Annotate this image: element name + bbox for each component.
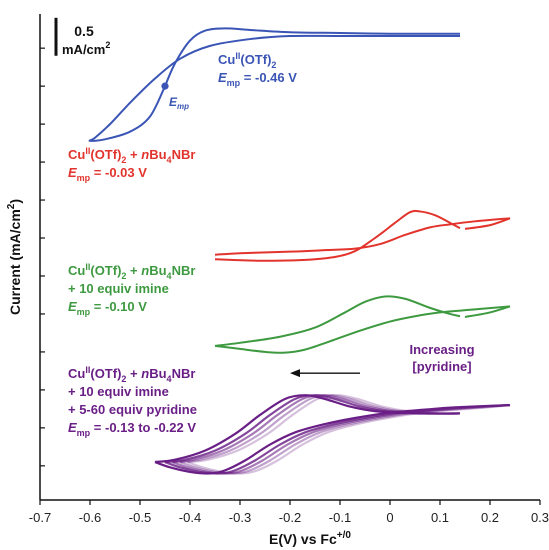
purple-label-line: Emp = -0.13 to -0.22 V xyxy=(68,420,196,438)
purple-trace-oxidation xyxy=(187,394,461,464)
x-tick-label: -0.4 xyxy=(179,510,201,525)
blue-label-line: CuII(OTf)2 xyxy=(218,51,276,70)
purple-trace-oxidation xyxy=(172,394,461,464)
pyridine-arrowhead xyxy=(290,369,300,378)
labels-group: E(V) vs Fc+/0 Current (mA/cm2) 0.5mA/cm2 Em… xyxy=(6,17,475,547)
blue-label-line: Emp = -0.46 V xyxy=(218,70,297,88)
x-tick-label: -0.6 xyxy=(79,510,101,525)
purple-trace-reduction xyxy=(164,403,511,475)
red-label-line: Emp = -0.03 V xyxy=(68,165,147,183)
green-label-line: Emp = -0.10 V xyxy=(68,299,147,317)
red-tail-curve xyxy=(464,217,511,230)
x-tick-label: 0.1 xyxy=(431,510,449,525)
purple-trace-reduction xyxy=(187,403,511,475)
purple-trace-oxidation xyxy=(179,394,461,464)
axes-group: -0.7 -0.6 -0.5 -0.4 -0.3 -0.2 -0.1 0 0.1 0.2 0.3 xyxy=(29,14,549,525)
x-axis-title: E(V) vs Fc+/0 xyxy=(269,530,351,547)
scale-bar-unit: mA/cm2 xyxy=(62,40,110,57)
purple-label-line: CuII(OTf)2 + nBu4NBr xyxy=(68,365,195,384)
emp-marker-label: Emp xyxy=(169,95,189,111)
blue-reduction-curve xyxy=(88,34,460,142)
green-oxidation-curve xyxy=(214,295,461,347)
green-tail-curve xyxy=(464,305,511,318)
x-tick-label: 0.2 xyxy=(481,510,499,525)
x-tick-label: -0.5 xyxy=(129,510,151,525)
red-oxidation-curve xyxy=(214,209,461,262)
purple-label-line: + 10 equiv imine xyxy=(68,384,169,399)
x-tick-label: -0.1 xyxy=(329,510,351,525)
pyridine-annotation-text: Increasing xyxy=(409,342,474,357)
red-reduction-curve xyxy=(214,217,511,256)
pyridine-annotation-text: [pyridine] xyxy=(412,359,471,374)
x-tick-label: -0.7 xyxy=(29,510,51,525)
green-label-line: CuII(OTf)2 + nBu4NBr xyxy=(68,262,195,281)
x-tick-label: 0 xyxy=(386,510,393,525)
scale-bar-value: 0.5 xyxy=(74,23,94,39)
red-label-line: CuII(OTf)2 + nBu4NBr xyxy=(68,146,195,165)
curves-group xyxy=(88,27,511,475)
emp-marker-dot xyxy=(161,82,169,90)
green-label-line: + 10 equiv imine xyxy=(68,281,169,296)
purple-trace-reduction xyxy=(172,403,511,475)
purple-label-line: + 5-60 equiv pyridine xyxy=(68,402,197,417)
purple-trace-reduction xyxy=(179,403,511,475)
x-tick-label: 0.3 xyxy=(531,510,549,525)
x-tick-label: -0.3 xyxy=(229,510,251,525)
x-tick-label: -0.2 xyxy=(279,510,301,525)
blue-oxidation-curve xyxy=(164,27,460,87)
purple-trace-reduction xyxy=(154,403,511,475)
y-axis-title: Current (mA/cm2) xyxy=(6,199,23,315)
green-reduction-curve xyxy=(214,305,511,354)
purple-trace-oxidation xyxy=(154,394,461,464)
purple-trace-oxidation xyxy=(164,394,461,464)
